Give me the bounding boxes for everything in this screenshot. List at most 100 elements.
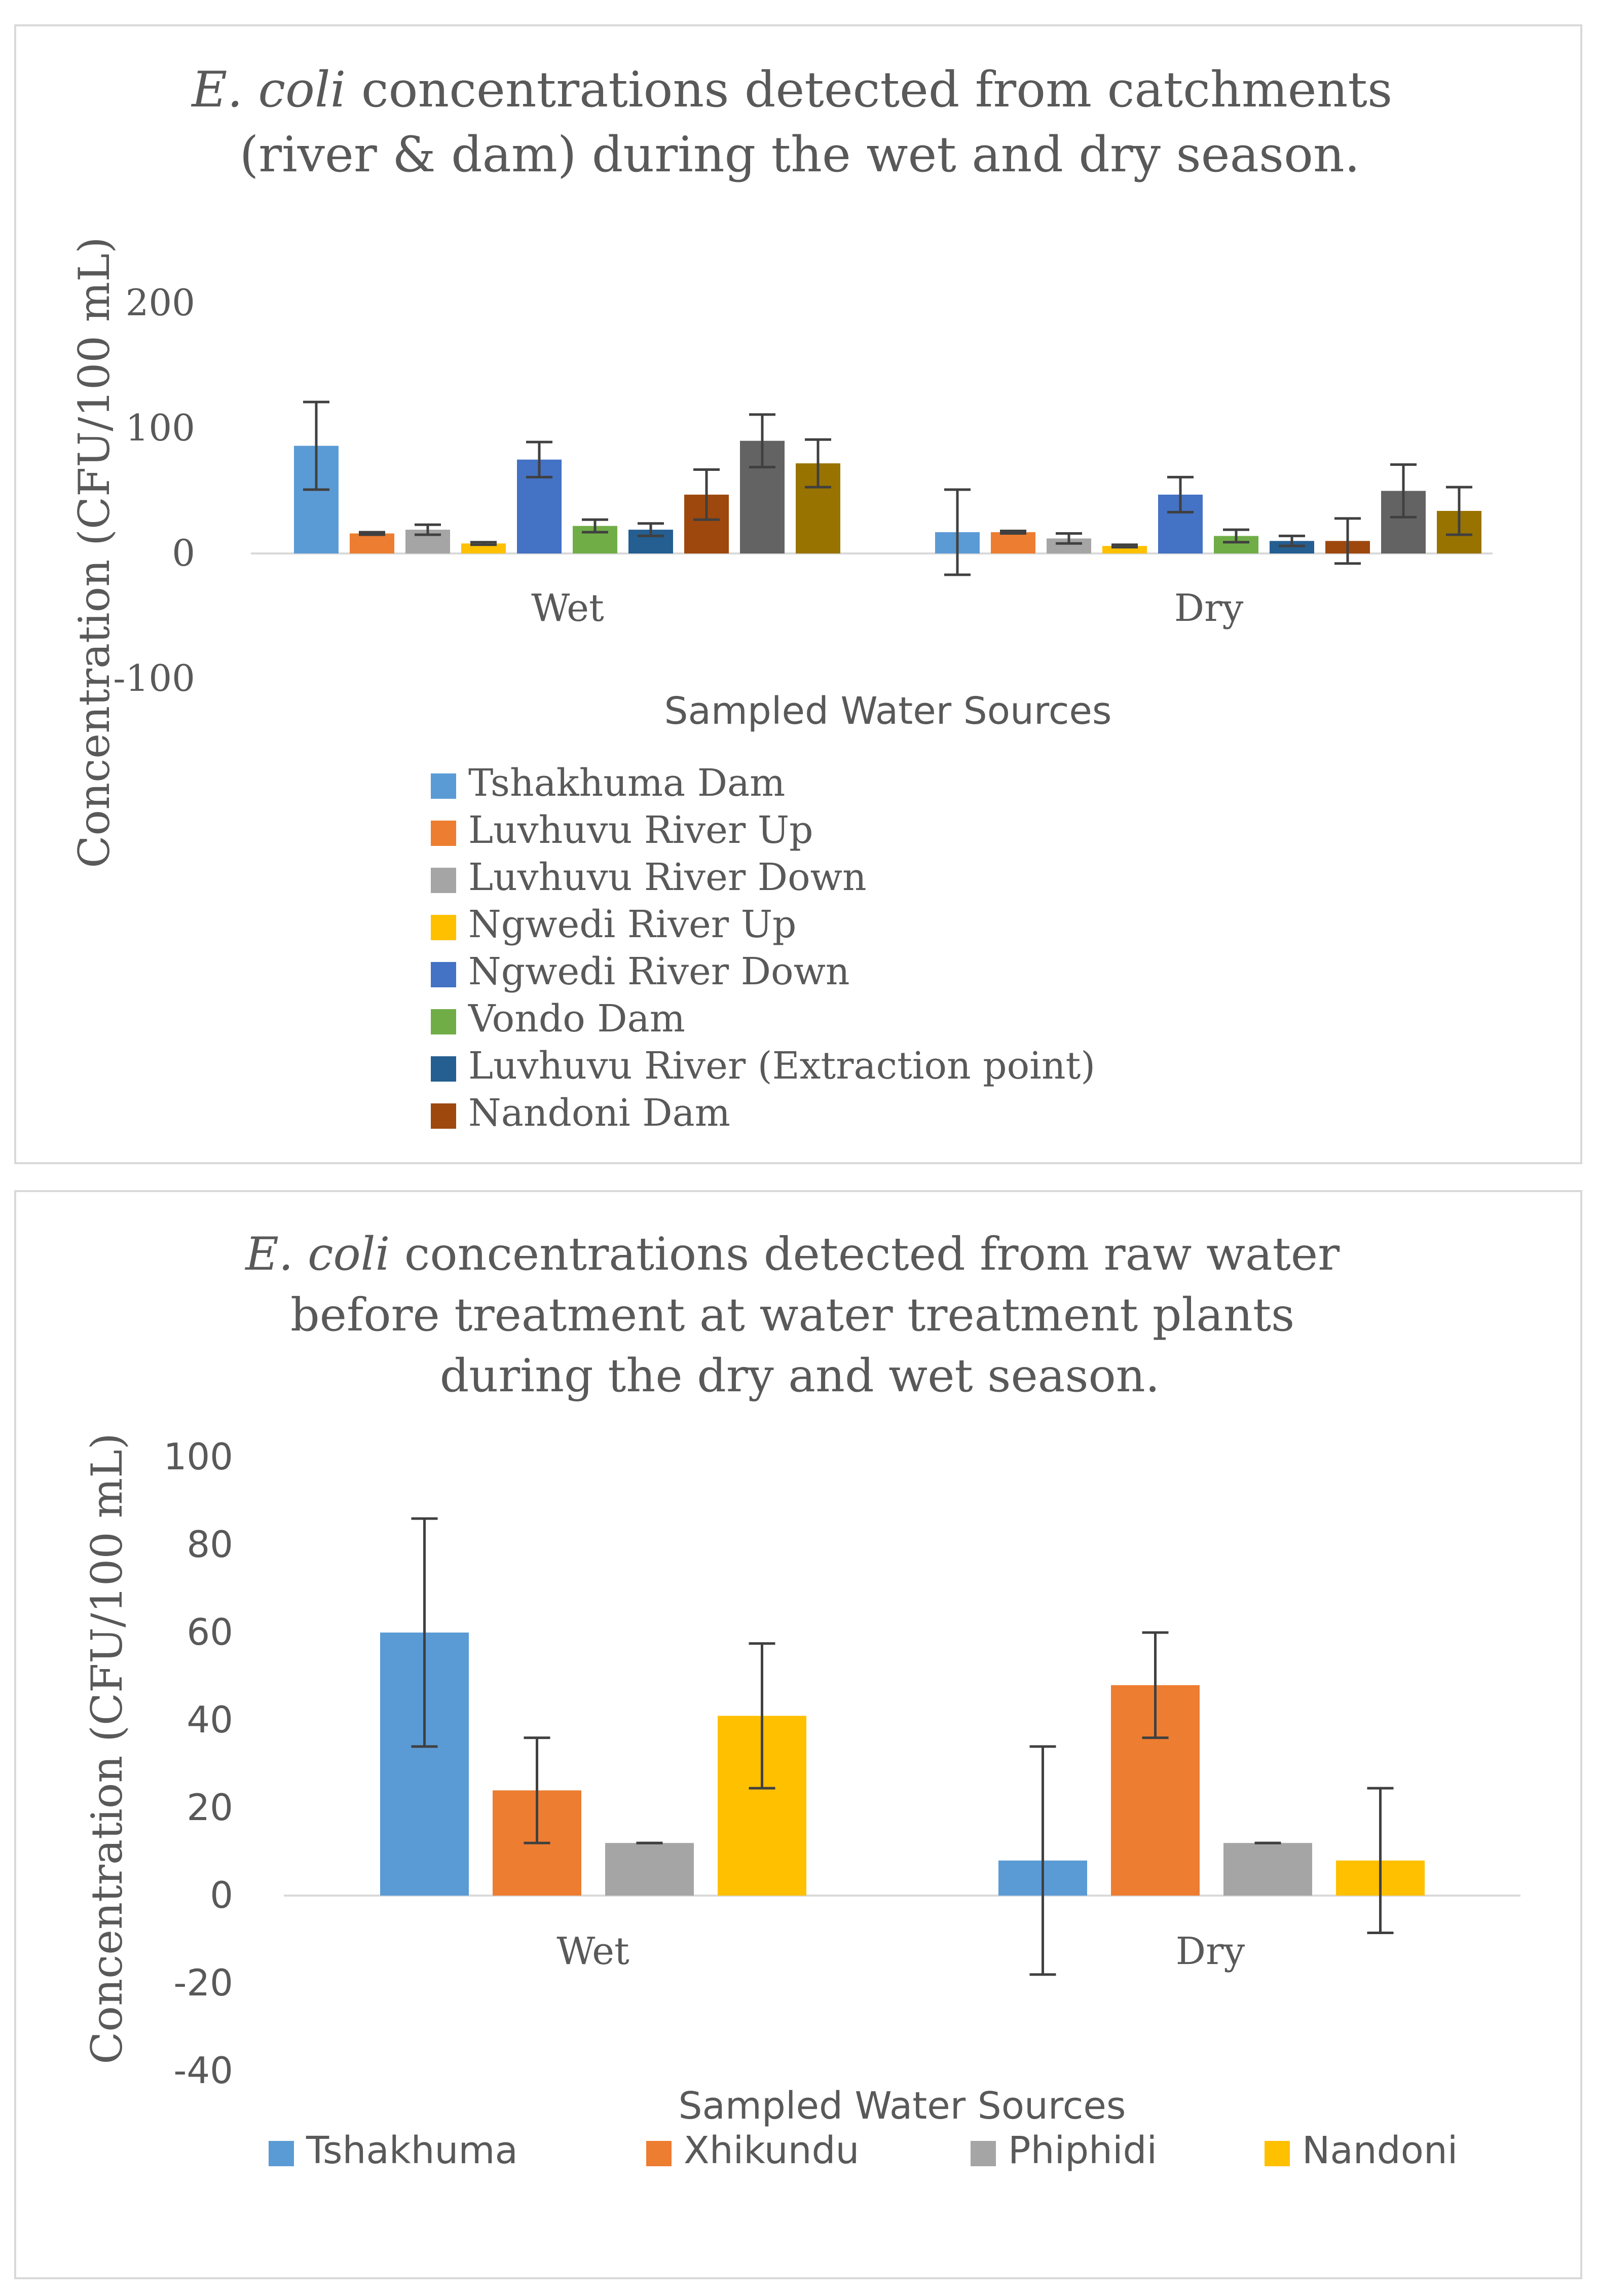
category-label: Wet xyxy=(556,1930,629,1973)
legend-item: Tshakhuma xyxy=(269,2129,518,2172)
legend-label: Tshakhuma xyxy=(306,2129,518,2172)
chart-2-y-axis-label: Concentration (CFU/100 mL) xyxy=(82,1433,132,2064)
legend-swatch xyxy=(646,2141,672,2166)
error-bar xyxy=(359,531,385,536)
chart-1-frame xyxy=(14,24,1582,1164)
y-tick-label: 0 xyxy=(210,1874,233,1916)
legend-label: Luvhuvu River (Extraction point) xyxy=(468,1044,1095,1088)
legend-item: Luvhuvu River (Extraction point) xyxy=(431,1044,1095,1088)
legend-swatch xyxy=(971,2141,996,2166)
y-tick-label: 80 xyxy=(187,1523,233,1566)
legend-item: Tshakhuma Dam xyxy=(431,761,785,805)
error-bar xyxy=(1056,532,1082,545)
legend-label: Luvhuvu River Down xyxy=(468,856,867,899)
error-bar xyxy=(1279,534,1305,547)
error-bar xyxy=(1223,528,1249,544)
chart-1-bars xyxy=(294,440,1481,553)
error-bar xyxy=(805,438,831,489)
error-bar xyxy=(749,1642,775,1790)
legend-swatch xyxy=(431,1103,456,1129)
legend-label: Nandoni Dam xyxy=(468,1091,730,1135)
y-tick-label: 100 xyxy=(126,406,195,449)
chart-2-title: E. coli concentrations detected from raw… xyxy=(244,1228,1354,1402)
error-bar xyxy=(1390,463,1417,519)
error-bar xyxy=(411,1517,438,1748)
legend-label: Phiphidi xyxy=(1008,2129,1157,2172)
y-tick-label: 20 xyxy=(187,1786,233,1829)
y-tick-label: 100 xyxy=(164,1435,233,1478)
error-bar xyxy=(1000,530,1026,535)
legend-item: Ngwedi River Up xyxy=(431,903,796,946)
legend-item: Xhikundu xyxy=(646,2129,859,2172)
legend-item: Ngwedi River Down xyxy=(431,950,850,993)
y-tick-label: 200 xyxy=(126,281,195,324)
chart-2-y-tick-labels: 100 80 60 40 20 0 -20 -40 xyxy=(164,1435,233,2092)
chart-2-legend: Tshakhuma Xhikundu Phiphidi Nandoni xyxy=(269,2129,1458,2172)
legend-item: Phiphidi xyxy=(971,2129,1157,2172)
chart-1-x-axis-label: Sampled Water Sources xyxy=(664,689,1112,733)
error-bar xyxy=(1446,486,1472,536)
y-tick-label: -20 xyxy=(173,1961,233,2004)
error-bar xyxy=(526,440,552,478)
legend-swatch xyxy=(431,821,456,846)
error-bar xyxy=(1334,517,1361,565)
error-bar xyxy=(470,541,497,546)
legend-item: Luvhuvu River Up xyxy=(431,808,813,852)
legend-item: Nandoni Dam xyxy=(431,1091,730,1135)
error-bar xyxy=(1029,1745,1056,1976)
legend-swatch xyxy=(431,962,456,987)
chart-1-y-axis-label: Concentration (CFU/100 mL) xyxy=(69,237,119,868)
chart-1-category-labels: Wet Dry xyxy=(531,586,1243,630)
legend-swatch xyxy=(431,915,456,940)
category-label: Dry xyxy=(1176,1930,1245,1973)
legend-swatch xyxy=(1265,2141,1290,2166)
y-tick-label: -40 xyxy=(173,2049,233,2092)
error-bar xyxy=(944,488,971,576)
y-tick-label: 0 xyxy=(172,532,195,574)
error-bar xyxy=(303,400,329,491)
chart-2-error-bars xyxy=(411,1517,1394,1976)
error-bar xyxy=(638,522,664,537)
bar xyxy=(605,1843,694,1896)
error-bar xyxy=(693,468,720,521)
legend-label: Vondo Dam xyxy=(468,997,685,1041)
legend-label: Nandoni xyxy=(1302,2129,1458,2172)
chart-2-x-axis-label: Sampled Water Sources xyxy=(679,2084,1126,2128)
y-tick-label: 60 xyxy=(187,1611,233,1653)
error-bar xyxy=(1167,475,1194,513)
category-label: Wet xyxy=(531,586,604,630)
bar xyxy=(1223,1843,1312,1896)
legend-item: Nandoni xyxy=(1265,2129,1458,2172)
error-bar xyxy=(1111,543,1138,549)
legend-swatch xyxy=(269,2141,294,2166)
legend-label: Ngwedi River Down xyxy=(468,950,850,993)
category-label: Dry xyxy=(1174,586,1244,630)
error-bar xyxy=(415,523,441,536)
chart-1-title: E. coli concentrations detected from cat… xyxy=(191,61,1408,183)
error-bar xyxy=(1367,1787,1394,1935)
chart-1-y-tick-labels: 200 100 0 -100 xyxy=(113,281,195,699)
error-bar xyxy=(749,413,775,469)
legend-swatch xyxy=(431,773,456,799)
chart-1-error-bars xyxy=(303,400,1472,576)
legend-swatch xyxy=(431,1056,456,1082)
error-bar xyxy=(1142,1631,1169,1739)
legend-swatch xyxy=(431,868,456,893)
error-bar xyxy=(582,518,608,534)
bar xyxy=(350,533,394,553)
legend-item: Vondo Dam xyxy=(431,997,685,1041)
legend-label: Luvhuvu River Up xyxy=(468,808,813,852)
bar xyxy=(991,532,1035,553)
legend-label: Xhikundu xyxy=(684,2129,859,2172)
error-bar xyxy=(524,1736,550,1844)
legend-label: Tshakhuma Dam xyxy=(468,761,785,805)
chart-2-category-labels: Wet Dry xyxy=(556,1930,1245,1973)
legend-item: Luvhuvu River Down xyxy=(431,856,867,899)
y-tick-label: -100 xyxy=(113,657,195,699)
chart-2-bars xyxy=(380,1633,1425,1896)
legend-swatch xyxy=(431,1009,456,1034)
y-tick-label: 40 xyxy=(187,1698,233,1741)
legend-label: Ngwedi River Up xyxy=(468,903,796,946)
